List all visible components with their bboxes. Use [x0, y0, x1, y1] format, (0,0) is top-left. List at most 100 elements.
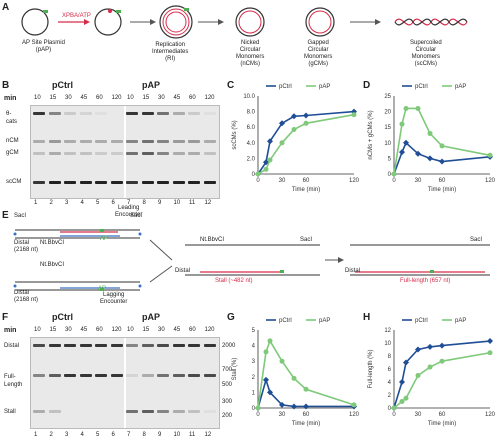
x-tick-label: 120: [485, 412, 496, 418]
gel-band: [188, 344, 200, 347]
e-distal-4: Distal: [345, 268, 361, 274]
e-distal-3: Distal: [175, 268, 191, 274]
data-point: [399, 379, 405, 385]
lane-number: 7: [127, 432, 131, 438]
lane-number: 3: [65, 432, 69, 438]
legend-label: pAP: [455, 84, 466, 90]
time-label: 15: [49, 95, 57, 101]
time-label: 120: [204, 95, 215, 101]
gel-b-row-gcm: gCM: [6, 150, 19, 156]
lane-number: 9: [158, 432, 162, 438]
gel-band: [157, 344, 169, 347]
y-tick-label: 10.0: [243, 94, 255, 100]
time-label: 10: [34, 327, 41, 333]
gel-f-row-stall: Stall: [4, 409, 16, 415]
data-point: [263, 166, 269, 172]
gel-b-row-ncm: nCM: [6, 138, 19, 144]
lane-number: 12: [204, 200, 212, 206]
e-distal-1: Distal: [14, 240, 30, 246]
gel-band: [203, 181, 216, 184]
y-axis-label: scCMs (%): [232, 120, 238, 149]
data-point: [303, 120, 309, 126]
gel-band: [95, 181, 107, 184]
y-tick-label: 0: [252, 406, 256, 412]
y-tick-label: 0: [252, 172, 256, 178]
panel-label-c: C: [227, 80, 235, 91]
e-ap-1: AP: [100, 236, 109, 242]
data-point: [291, 375, 297, 381]
gel-band: [95, 344, 107, 347]
data-point: [403, 105, 409, 111]
lane-number: 6: [111, 200, 115, 206]
data-point: [351, 402, 357, 408]
gel-band: [188, 181, 200, 184]
data-point: [391, 405, 397, 411]
gel-band: [172, 181, 185, 184]
gel-band: [110, 152, 123, 155]
gel-band: [203, 152, 216, 155]
gel-band: [203, 112, 216, 115]
gel-band: [172, 152, 185, 155]
label-xpba-arrow: XPBA/ATP: [62, 13, 91, 19]
lane-number: 4: [80, 200, 84, 206]
x-tick-label: 0: [256, 178, 260, 184]
gel-band: [64, 374, 76, 377]
data-point: [303, 386, 309, 392]
gel-band: [203, 140, 216, 143]
panel-e-schematic: [13, 229, 490, 291]
time-label: 15: [142, 95, 150, 101]
gel-band: [188, 410, 200, 413]
legend-label: pAP: [455, 318, 466, 324]
e-len-2: (2168 nt): [14, 297, 39, 303]
y-tick-label: 6.0: [247, 125, 256, 131]
time-label: 120: [111, 95, 122, 101]
gel-band: [33, 140, 45, 143]
panel-label-f: F: [2, 312, 9, 323]
panel-label-g: G: [227, 312, 235, 323]
y-tick-label: 0: [388, 406, 392, 412]
data-point: [399, 149, 405, 156]
gel-band: [64, 152, 76, 155]
y-axis-label: Full-length (%): [368, 349, 374, 388]
gel-band: [188, 152, 200, 155]
panel-label-h: H: [363, 312, 371, 323]
data-point: [427, 364, 433, 370]
e-nt-3: Nt.BbvCI: [200, 237, 225, 243]
chart-g: 0 1 2 3 4 5 0 30 60 120 Time (min) Stall (%) pCtrl pA…: [232, 318, 360, 427]
gel-band: [126, 374, 138, 377]
gel-band: [79, 112, 92, 115]
e-ap-2: AP: [98, 286, 107, 292]
time-label: 60: [189, 327, 196, 333]
gel-band: [172, 374, 185, 377]
data-point: [415, 105, 421, 111]
gel-band: [188, 374, 200, 377]
x-tick-label: 30: [415, 412, 422, 418]
x-tick-label: 0: [392, 178, 396, 184]
gel-band: [48, 344, 61, 347]
y-tick-label: 4.0: [247, 141, 256, 147]
gel-band: [141, 152, 154, 155]
gel-band: [141, 344, 154, 347]
gel-band: [33, 112, 45, 115]
time-label: 30: [158, 95, 165, 101]
time-label: 30: [65, 95, 72, 101]
gel-f: [30, 337, 220, 429]
gel-band: [48, 374, 61, 377]
time-label: 60: [96, 327, 103, 333]
gel-band: [95, 374, 107, 377]
gel-band: [110, 181, 123, 184]
gel-band: [141, 374, 154, 377]
lane-number: 7: [127, 200, 131, 206]
y-tick-label: 0: [388, 172, 392, 178]
x-tick-label: 60: [439, 178, 446, 184]
data-point: [303, 112, 309, 119]
data-point: [351, 112, 357, 118]
gel-band: [141, 181, 154, 184]
time-label: 45: [80, 95, 88, 101]
e-saci-4: SacI: [470, 237, 483, 243]
size-marker: 500: [222, 382, 233, 388]
gel-b: [30, 105, 220, 199]
data-point: [439, 158, 445, 165]
gel-band: [48, 410, 61, 413]
label-ri: Replication Intermediates (RI): [152, 42, 189, 62]
